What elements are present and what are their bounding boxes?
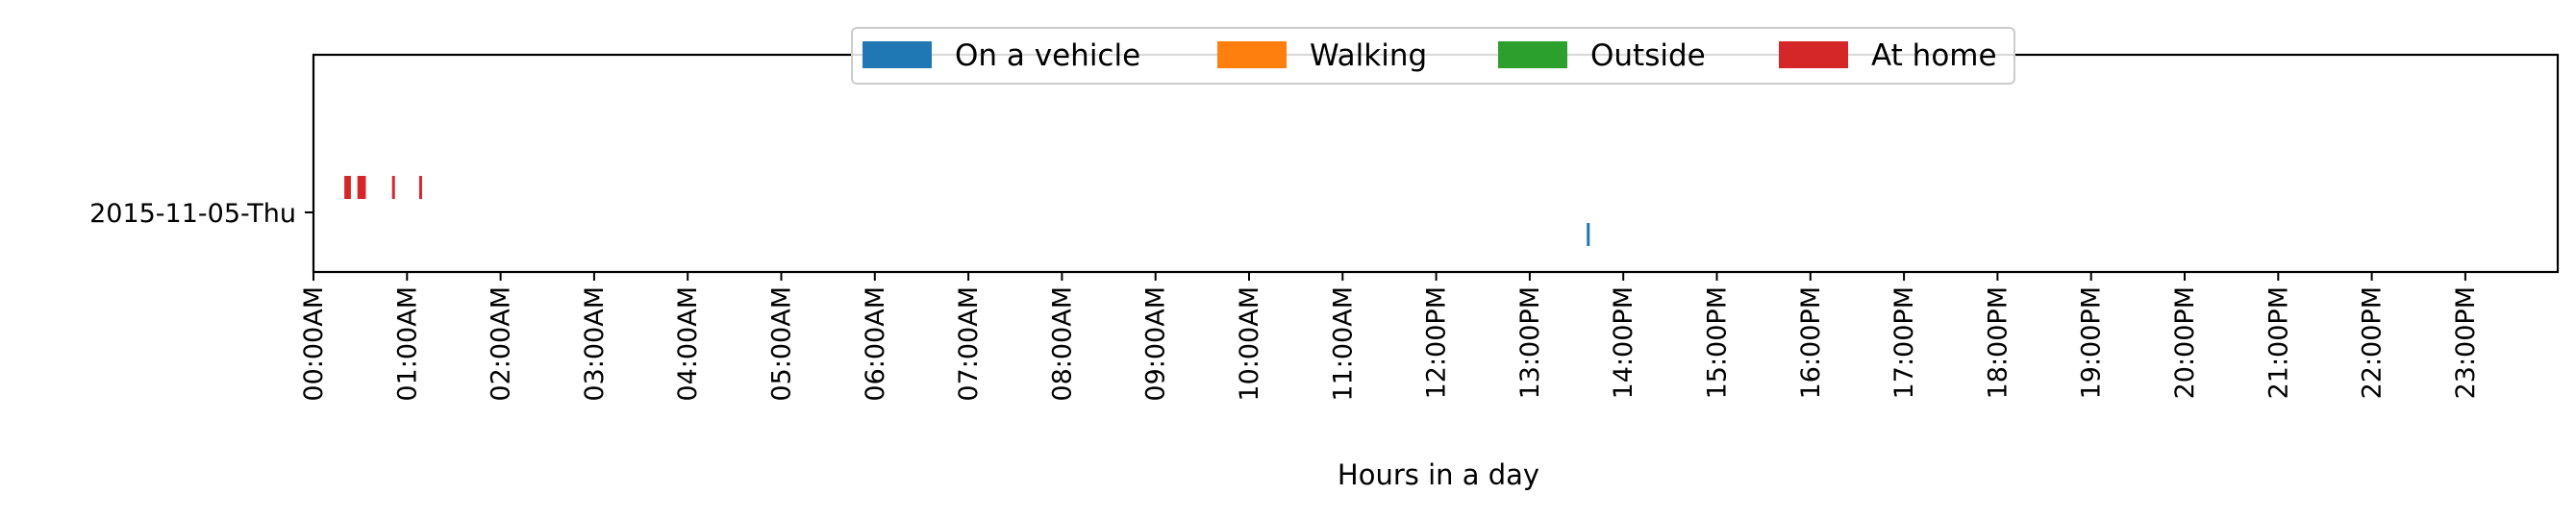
- x-axis-label: Hours in a day: [1338, 458, 1539, 491]
- x-tick-label: 09:00AM: [1141, 286, 1171, 402]
- event-mark-at-home: [357, 176, 366, 199]
- legend-swatch-on-a-vehicle: [863, 41, 932, 68]
- y-tick-label: 2015-11-05-Thu: [89, 199, 296, 229]
- event-mark-at-home: [391, 176, 395, 199]
- x-tick-label: 19:00PM: [2077, 286, 2107, 399]
- x-tick-label: 17:00PM: [1889, 286, 1919, 399]
- x-tick-label: 01:00AM: [392, 286, 422, 402]
- event-mark-at-home: [418, 176, 422, 199]
- x-tick-label: 14:00PM: [1609, 286, 1638, 399]
- x-tick-label: 18:00PM: [1983, 286, 2013, 399]
- event-mark-on-a-vehicle: [1587, 223, 1590, 246]
- x-tick-label: 22:00PM: [2358, 286, 2388, 399]
- x-tick-label: 16:00PM: [1796, 286, 1826, 399]
- x-tick-label: 08:00AM: [1047, 286, 1077, 402]
- x-tick-label: 20:00PM: [2170, 286, 2200, 399]
- x-tick-label: 13:00PM: [1515, 286, 1545, 399]
- x-tick-label: 21:00PM: [2263, 286, 2293, 399]
- legend-label: At home: [1871, 38, 1997, 73]
- x-tick-label: 04:00AM: [673, 286, 703, 402]
- legend-label: Outside: [1590, 38, 1706, 73]
- legend-label: Walking: [1310, 38, 1427, 73]
- x-tick-label: 23:00PM: [2451, 286, 2481, 399]
- x-tick-label: 00:00AM: [299, 286, 329, 402]
- legend-swatch-outside: [1498, 41, 1567, 68]
- x-tick-label: 11:00AM: [1328, 286, 1358, 402]
- x-tick-label: 10:00AM: [1235, 286, 1264, 402]
- x-tick-label: 12:00PM: [1422, 286, 1452, 399]
- legend-label: On a vehicle: [955, 38, 1140, 73]
- legend-swatch-walking: [1217, 41, 1287, 68]
- x-tick-label: 06:00AM: [861, 286, 890, 402]
- legend-swatch-at-home: [1779, 41, 1848, 68]
- x-tick-label: 05:00AM: [767, 286, 797, 402]
- x-tick-label: 15:00PM: [1703, 286, 1733, 399]
- event-mark-at-home: [344, 176, 351, 199]
- plot-frame: [312, 53, 2560, 274]
- legend-box: [851, 27, 2015, 85]
- x-tick-label: 07:00AM: [954, 286, 984, 402]
- x-tick-label: 02:00AM: [487, 286, 516, 402]
- x-tick-label: 03:00AM: [580, 286, 610, 402]
